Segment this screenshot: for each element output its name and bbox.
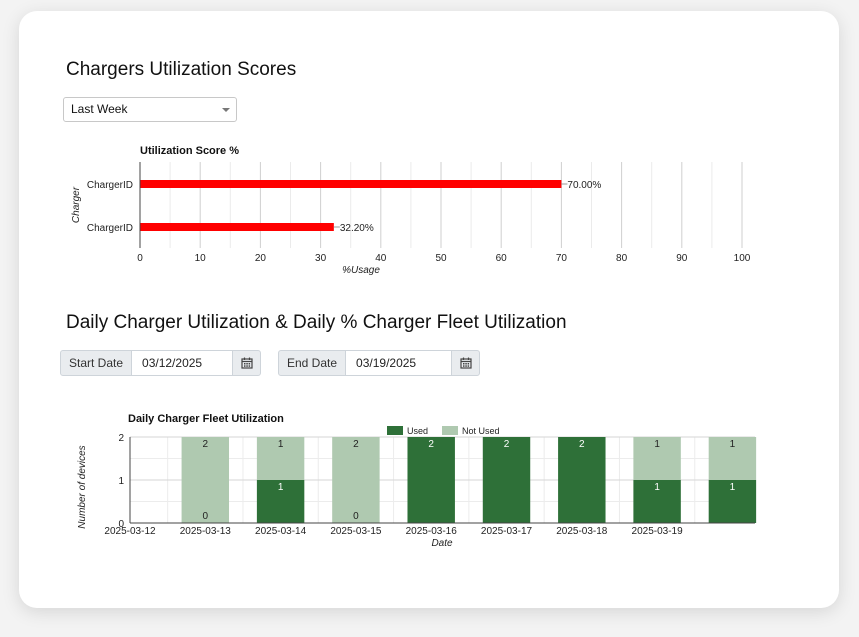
chart-title: Utilization Score %: [140, 145, 239, 157]
y-axis-label: Number of devices: [77, 445, 88, 528]
data-label: 1: [278, 439, 284, 450]
section-title-daily-utilization: Daily Charger Utilization & Daily % Char…: [66, 312, 567, 333]
x-tick-label: 0: [137, 253, 143, 264]
end-date-label: End Date: [278, 350, 347, 376]
data-label: 32.20%: [340, 223, 374, 234]
x-tick-label: 2025-03-13: [180, 526, 232, 537]
x-tick-label: 70: [556, 253, 568, 264]
x-tick-label: 2025-03-18: [556, 526, 608, 537]
legend-label: Not Used: [462, 426, 500, 436]
x-tick-label: 2025-03-19: [632, 526, 684, 537]
start-date-label: Start Date: [60, 350, 133, 376]
x-tick-label: 2025-03-14: [255, 526, 307, 537]
bar: [140, 180, 562, 188]
bar-used: [708, 480, 757, 523]
data-label: 70.00%: [567, 180, 601, 191]
utilization-score-chart: Utilization Score % 0 10 20 30 40 50 60 70 80 90 10…: [71, 145, 751, 276]
period-select[interactable]: Last Week: [63, 97, 237, 122]
data-label: 2: [579, 439, 585, 450]
y-tick-label: ChargerID: [87, 223, 133, 234]
data-label: 2: [504, 439, 510, 450]
data-label: 1: [730, 439, 736, 450]
bar-used: [256, 480, 305, 523]
end-date-calendar-button[interactable]: [451, 350, 481, 376]
x-tick-label: 30: [315, 253, 327, 264]
y-tick-label: 2: [118, 433, 124, 444]
x-tick-label: 40: [375, 253, 387, 264]
chevron-down-icon: [222, 108, 230, 112]
x-tick-label: 100: [734, 253, 751, 264]
y-tick-label: ChargerID: [87, 180, 133, 191]
bar-used: [633, 480, 681, 523]
y-axis-label: Charger: [71, 186, 82, 223]
data-label: 1: [278, 482, 284, 493]
start-date-input[interactable]: 03/12/2025: [132, 350, 233, 376]
data-label: 2: [353, 439, 359, 450]
data-label: 0: [353, 511, 359, 522]
x-tick-label: 10: [195, 253, 207, 264]
data-label: 0: [203, 511, 209, 522]
data-label: 2: [203, 439, 209, 450]
chart-title: Daily Charger Fleet Utilization: [128, 413, 284, 425]
calendar-icon: [459, 357, 472, 369]
bar-used: [482, 437, 531, 523]
x-tick-label: 2025-03-16: [406, 526, 458, 537]
data-label: 2: [428, 439, 434, 450]
x-tick-label: 2025-03-17: [481, 526, 533, 537]
x-tick-label: 20: [255, 253, 267, 264]
legend-label: Used: [407, 426, 428, 436]
x-tick-label: 90: [676, 253, 688, 264]
end-date-input[interactable]: 03/19/2025: [346, 350, 452, 376]
start-date-calendar-button[interactable]: [232, 350, 262, 376]
data-label: 1: [730, 482, 736, 493]
x-tick-label: 2025-03-12: [104, 526, 156, 537]
end-date-group: End Date 03/19/2025: [278, 350, 481, 376]
bar-not-used: [633, 437, 681, 480]
bar-not-used: [332, 437, 380, 523]
y-tick-label: 1: [118, 476, 124, 487]
bar-used: [558, 437, 606, 523]
bar-not-used: [256, 437, 305, 480]
calendar-icon: [240, 357, 253, 369]
bar-not-used: [181, 437, 230, 523]
x-tick-label: 2025-03-15: [330, 526, 382, 537]
legend-swatch: [442, 426, 458, 435]
x-axis-label: %Usage: [342, 265, 380, 276]
start-date-group: Start Date 03/12/2025: [60, 350, 262, 376]
fleet-utilization-chart: Daily Charger Fleet Utilization Used Not U…: [77, 413, 757, 549]
section-title-utilization-scores: Chargers Utilization Scores: [66, 59, 297, 80]
y-tick-label: 0: [118, 519, 124, 530]
bar-not-used: [708, 437, 757, 480]
legend-swatch: [387, 426, 403, 435]
x-tick-label: 60: [496, 253, 508, 264]
x-tick-label: 50: [435, 253, 447, 264]
period-select-value: Last Week: [71, 102, 128, 116]
data-label: 1: [654, 482, 660, 493]
x-axis-label: Date: [431, 538, 453, 549]
bar: [140, 223, 334, 231]
x-tick-label: 80: [616, 253, 628, 264]
bar-used: [407, 437, 455, 523]
data-label: 1: [654, 439, 660, 450]
